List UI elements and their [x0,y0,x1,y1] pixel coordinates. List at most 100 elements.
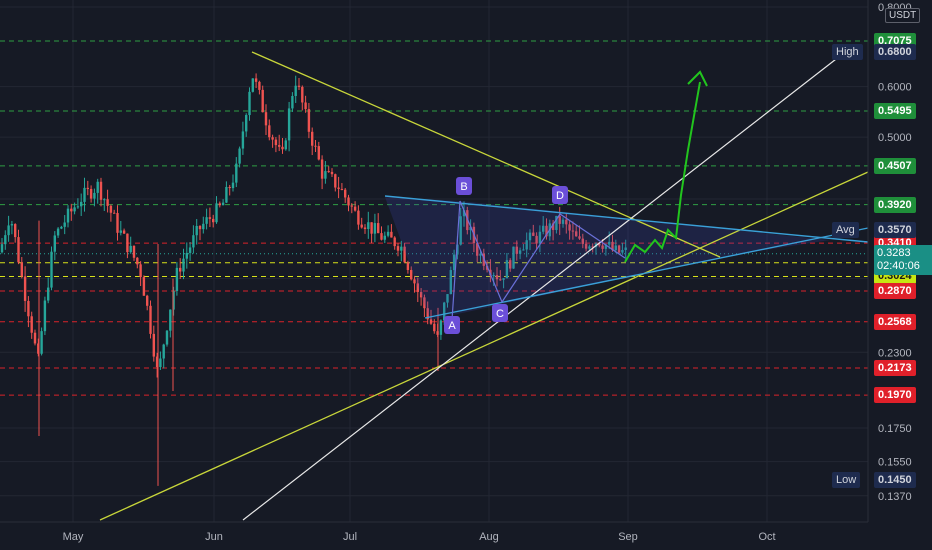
candle-body [142,277,146,296]
price-tag: 0.1450 [874,472,916,489]
time-tick: Jul [343,531,357,543]
candle-body [225,186,228,203]
candle-body [7,225,10,236]
candle-body [264,112,268,126]
candle-body [113,212,116,214]
pattern-point-marker [552,186,568,204]
candle-body [386,231,390,236]
candle-body [185,252,188,259]
candle-body [377,223,380,234]
candle-body [551,223,555,230]
candle-body [621,250,624,253]
candle-body [56,228,60,236]
candle-body [202,223,205,230]
candle-body [119,230,122,233]
candle-body [70,208,73,212]
candle-body [83,187,86,202]
candle-body [47,287,50,301]
candle-body [27,300,30,317]
candle-body [617,245,621,253]
trend-drawings [99,51,869,521]
candle-body [241,131,245,149]
price-tick: 0.5000 [878,132,912,144]
time-tick: Jun [205,531,223,543]
candle-body [254,78,258,82]
pattern-point-marker [444,316,460,334]
candle-body [291,96,294,109]
candle-body [334,174,337,188]
candle-body [304,102,307,110]
candle-body [611,241,614,251]
candle-body [532,232,535,236]
candle-body [116,213,119,233]
candle-body [518,250,522,254]
time-axis: May Jun Jul Aug Sep Oct [63,531,776,543]
candle-body [251,78,254,92]
candle-body [155,356,159,368]
candle-body [53,235,56,252]
candle-body [624,247,627,251]
candle-body [14,224,17,238]
candle-body [509,260,512,269]
candle-body [330,171,334,175]
candle-body [314,145,317,147]
candle-body [327,171,330,173]
time-tick: Oct [758,531,775,543]
candle-body [96,181,99,193]
candle-body [443,302,446,321]
candle-body [63,222,66,227]
candle-body [103,199,106,201]
candle-body [439,320,443,335]
candle-body [512,246,515,269]
candle-body [297,85,301,87]
bar-countdown: 02:40:06 [877,259,920,272]
candle-body [452,254,456,271]
candle-body [565,219,568,225]
candle-body [235,163,238,183]
candle-body [489,269,492,276]
candle-body [363,227,367,230]
candle-body [476,243,479,256]
candle-body [568,224,571,231]
candle-body [347,197,350,206]
candle-body [172,290,175,310]
candle-body [449,270,452,295]
candle-body [591,246,594,248]
candle-body [419,291,423,298]
candle-body [479,253,482,256]
candle-body [195,225,198,236]
candle-body [268,125,271,138]
candle-body [20,262,23,277]
candle-body [175,267,179,291]
candle-body [614,245,617,251]
candle-body [522,249,525,251]
price-tag: 0.2568 [874,313,916,330]
price-tag: 0.6800 [874,44,916,60]
price-tick: 0.6000 [878,82,912,94]
candle-body [162,344,165,359]
candle-body [76,206,80,208]
candle-body [10,224,14,226]
pattern-point-label: A [448,320,456,332]
time-tick: Aug [479,531,499,543]
candle-body [228,186,231,189]
price-tag: 0.1970 [874,387,916,404]
candle-body [43,300,47,332]
price-tag: 0.2870 [874,282,916,299]
pattern-points: A B C D [444,177,568,334]
candle-body [317,146,320,160]
candle-body [340,188,344,190]
pattern-point-label: D [556,190,564,202]
candle-body [208,217,212,219]
candle-body [456,244,459,255]
candle-body [429,319,433,324]
steep-support-line [242,55,841,521]
candle-body [357,210,360,225]
candle-body [169,309,172,331]
candle-body [258,81,261,90]
candle-body [23,276,27,301]
candle-body [278,145,281,147]
projection-arrowhead [687,70,708,87]
candle-body [575,231,578,237]
